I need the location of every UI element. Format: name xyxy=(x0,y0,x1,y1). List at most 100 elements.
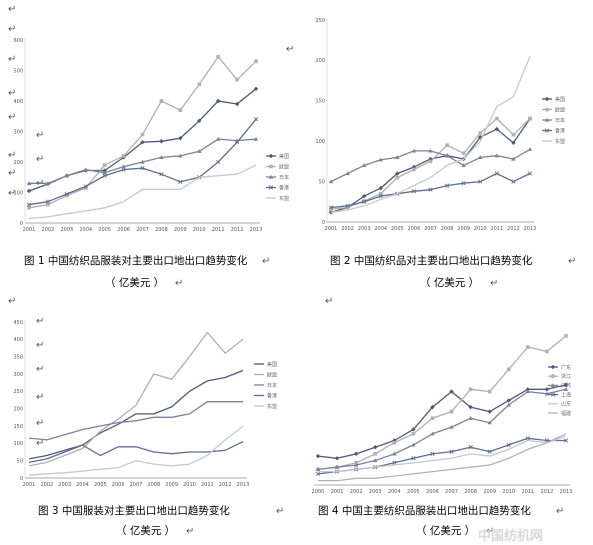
chart-panel-4: 2000 2001 2002 2003 2004 2005 2006 2007 2008 2009… xyxy=(312,334,572,537)
x-tick-label: 2009 xyxy=(483,489,496,495)
x-tick-label: 2012 xyxy=(219,482,232,488)
data-point xyxy=(395,171,400,176)
x-tick-label: 2013 xyxy=(524,226,537,232)
data-point xyxy=(197,118,202,124)
data-point xyxy=(430,416,435,421)
data-point xyxy=(64,173,70,178)
data-point xyxy=(430,404,435,410)
data-point xyxy=(478,155,483,159)
legend-marker xyxy=(268,174,274,179)
data-point xyxy=(511,132,516,137)
legend-label: 广东 xyxy=(561,364,571,371)
data-point xyxy=(478,131,483,135)
data-point xyxy=(487,389,492,394)
data-point xyxy=(511,140,516,146)
data-point xyxy=(564,334,568,338)
data-point xyxy=(159,139,164,144)
series-line-2 xyxy=(317,335,567,471)
x-tick-label: 2009 xyxy=(174,227,187,233)
x-tick-label: 2005 xyxy=(98,227,111,233)
chart-unit: （ 亿美元 ） xyxy=(105,276,164,289)
paragraph-mark: ↵ xyxy=(8,296,16,307)
paragraph-mark: ↵ xyxy=(556,506,564,517)
data-point xyxy=(102,173,107,178)
legend-label: 江苏 xyxy=(561,382,571,389)
paragraph-mark: ↵ xyxy=(8,88,16,99)
paragraph-mark: ↵ xyxy=(8,150,16,161)
data-point xyxy=(461,151,466,156)
data-point xyxy=(478,134,483,140)
paragraph-mark: ↵ xyxy=(36,178,44,189)
chart-caption: 图 1 中国纺织品服装对主要出口地出口趋势变化 xyxy=(24,254,248,267)
y-tick-label: 200 xyxy=(315,58,325,64)
data-point xyxy=(506,398,511,403)
data-point xyxy=(395,175,400,180)
paragraph-mark: ↵ xyxy=(36,392,44,403)
y-tick-label: 300 xyxy=(13,372,23,378)
y-tick-label: 450 xyxy=(13,320,23,326)
data-point xyxy=(121,167,126,172)
data-point xyxy=(329,207,333,211)
data-point xyxy=(411,442,416,447)
chart-panel-3: 2001 2002 2003 2004 2005 2006 2007 2008 2009 2010… xyxy=(13,320,284,537)
x-tick-label: 2007 xyxy=(136,227,149,233)
data-point xyxy=(525,436,530,441)
data-point xyxy=(544,387,550,392)
x-tick-label: 2001 xyxy=(23,227,36,233)
data-point xyxy=(378,157,383,162)
legend-label: 美国 xyxy=(555,96,565,103)
data-point xyxy=(102,163,107,167)
data-point xyxy=(526,345,530,349)
chart-unit: （ 亿美元 ） xyxy=(420,276,479,289)
data-point xyxy=(411,189,417,194)
y-tick-label: 400 xyxy=(13,337,23,343)
data-point xyxy=(121,154,126,158)
legend-label: 美国 xyxy=(279,153,289,160)
data-point xyxy=(45,181,51,185)
x-tick-label: 2007 xyxy=(445,489,458,495)
legend-marker xyxy=(550,383,556,387)
x-tick-label: 2010 xyxy=(502,489,515,495)
data-point xyxy=(215,136,221,141)
y-tick-label: 100 xyxy=(13,190,23,196)
data-point xyxy=(354,460,358,465)
data-point xyxy=(159,155,164,160)
x-tick-label: 2011 xyxy=(521,489,534,495)
series-line-5 xyxy=(28,164,257,220)
data-point xyxy=(468,404,473,410)
y-tick-label: 50 xyxy=(17,458,23,464)
data-point xyxy=(361,193,367,199)
data-point xyxy=(64,191,69,197)
legend-marker xyxy=(268,153,274,159)
x-tick-label: 2010 xyxy=(193,227,206,233)
data-point xyxy=(83,186,88,190)
x-tick-label: 2011 xyxy=(490,226,503,232)
series-line-5 xyxy=(330,56,531,213)
data-point xyxy=(545,349,549,354)
x-tick-label: 2004 xyxy=(79,227,92,233)
legend-label: 东盟 xyxy=(267,403,277,410)
data-point xyxy=(392,451,397,456)
y-tick-label: 0 xyxy=(322,220,325,226)
x-tick-label: 2003 xyxy=(369,489,382,495)
data-point xyxy=(26,202,32,207)
data-point xyxy=(234,140,240,145)
x-tick-label: 2008 xyxy=(464,489,477,495)
data-point xyxy=(449,389,454,394)
data-point xyxy=(527,147,533,151)
x-tick-label: 2001 xyxy=(331,489,344,495)
series-line-6 xyxy=(318,433,567,482)
data-point xyxy=(353,451,359,457)
data-point xyxy=(506,442,511,448)
data-point xyxy=(449,424,454,429)
data-point xyxy=(65,193,69,198)
data-point xyxy=(487,420,492,425)
paragraph-mark: ↵ xyxy=(325,296,333,307)
paragraph-mark: ↵ xyxy=(36,130,44,141)
data-point xyxy=(468,445,473,450)
data-point xyxy=(563,438,569,443)
legend-label: 香港 xyxy=(555,127,565,134)
data-point xyxy=(495,116,499,121)
data-point xyxy=(253,136,259,141)
legend-label: 欧盟 xyxy=(267,371,277,378)
